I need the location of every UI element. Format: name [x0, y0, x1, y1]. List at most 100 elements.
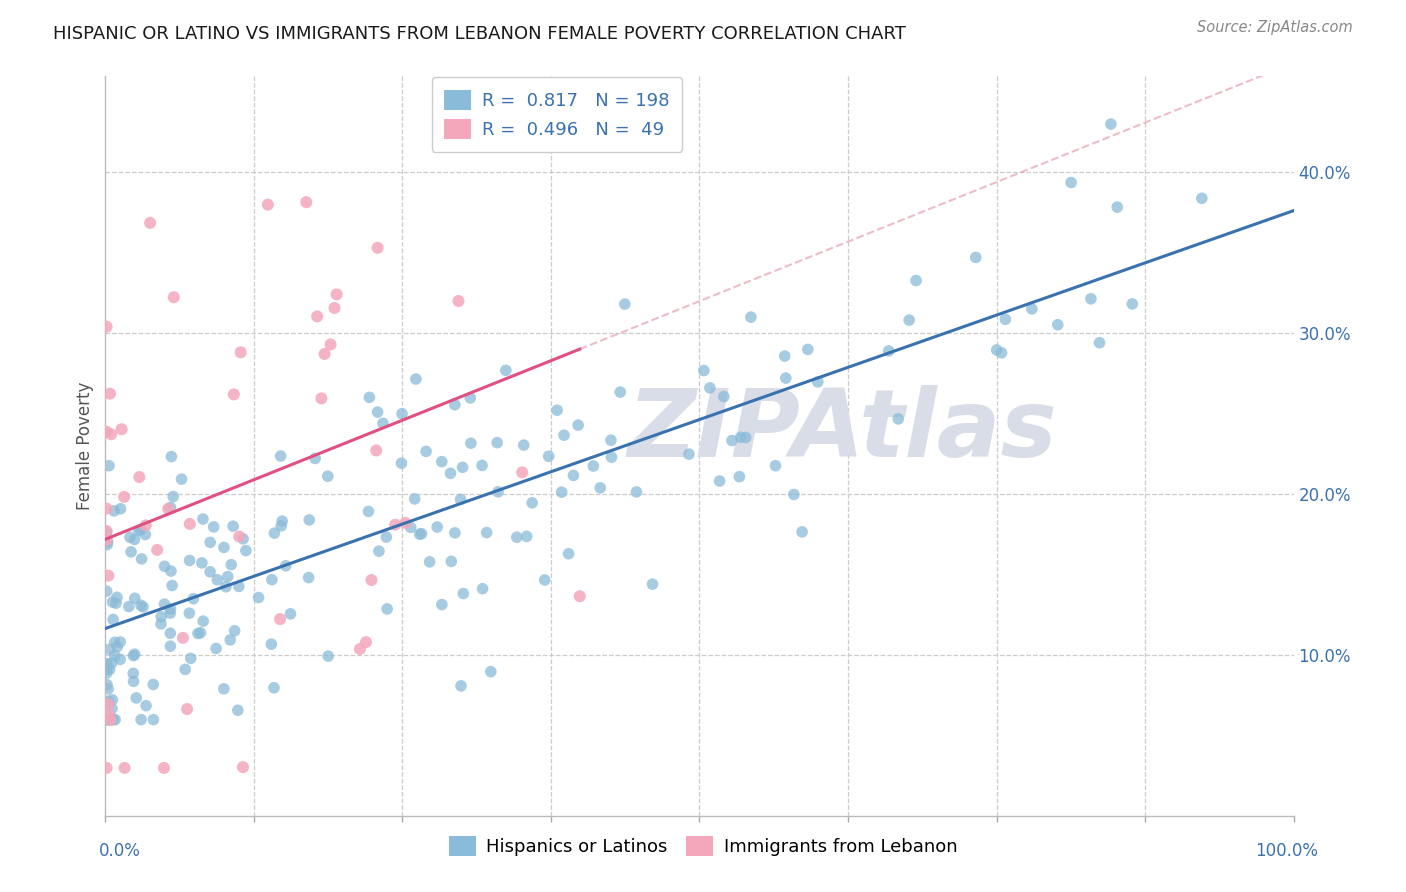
Point: [450, 492, 472, 507]
Point: [96, 533, 118, 547]
Point: [512, 438, 534, 452]
Point: [105, 640, 128, 654]
Point: [98, 386, 121, 401]
Point: [124, 647, 146, 661]
Point: [319, 337, 342, 351]
Point: [170, 472, 193, 486]
Point: [699, 381, 721, 395]
Point: [740, 310, 762, 325]
Point: [229, 345, 252, 359]
Point: [172, 631, 194, 645]
Point: [391, 456, 413, 470]
Legend: R =  0.817   N = 198, R =  0.496   N =  49: R = 0.817 N = 198, R = 0.496 N = 49: [432, 78, 682, 152]
Point: [131, 552, 153, 566]
Point: [367, 241, 389, 255]
Point: [260, 573, 283, 587]
Point: [495, 363, 517, 377]
Point: [384, 517, 406, 532]
Point: [157, 501, 180, 516]
Point: [132, 599, 155, 614]
Point: [96, 678, 118, 692]
Point: [135, 698, 157, 713]
Point: [101, 612, 124, 626]
Point: [97, 698, 120, 712]
Point: [205, 641, 228, 656]
Point: [325, 287, 347, 301]
Point: [568, 589, 591, 603]
Point: [226, 703, 249, 717]
Point: [1099, 117, 1122, 131]
Point: [105, 596, 128, 610]
Point: [122, 674, 145, 689]
Point: [506, 530, 529, 544]
Point: [399, 520, 422, 534]
Point: [877, 343, 900, 358]
Point: [135, 518, 157, 533]
Point: [110, 652, 132, 666]
Point: [160, 450, 183, 464]
Point: [394, 516, 416, 530]
Point: [1107, 200, 1129, 214]
Point: [444, 525, 467, 540]
Point: [693, 363, 716, 377]
Point: [486, 484, 509, 499]
Point: [202, 520, 225, 534]
Point: [97, 534, 120, 549]
Point: [179, 553, 201, 567]
Point: [641, 577, 664, 591]
Point: [557, 547, 579, 561]
Point: [96, 425, 118, 439]
Point: [486, 435, 509, 450]
Point: [247, 591, 270, 605]
Point: [128, 524, 150, 538]
Point: [217, 569, 239, 583]
Point: [139, 216, 162, 230]
Point: [215, 580, 238, 594]
Point: [562, 468, 585, 483]
Point: [451, 460, 474, 475]
Point: [678, 447, 700, 461]
Point: [1046, 318, 1069, 332]
Point: [613, 297, 636, 311]
Point: [271, 514, 294, 528]
Point: [191, 556, 214, 570]
Point: [96, 584, 118, 599]
Point: [228, 579, 250, 593]
Point: [198, 535, 221, 549]
Point: [450, 679, 472, 693]
Point: [96, 663, 118, 677]
Point: [222, 519, 245, 533]
Point: [112, 490, 135, 504]
Point: [375, 602, 398, 616]
Text: 100.0%: 100.0%: [1256, 842, 1317, 860]
Point: [316, 649, 339, 664]
Point: [149, 617, 172, 632]
Point: [479, 665, 502, 679]
Point: [460, 436, 482, 450]
Point: [304, 451, 326, 466]
Text: Source: ZipAtlas.com: Source: ZipAtlas.com: [1197, 20, 1353, 35]
Point: [153, 761, 176, 775]
Point: [219, 558, 242, 572]
Point: [232, 532, 254, 546]
Point: [134, 527, 156, 541]
Point: [96, 657, 118, 671]
Point: [96, 657, 118, 672]
Point: [114, 761, 136, 775]
Point: [537, 450, 560, 464]
Point: [349, 642, 371, 657]
Point: [458, 391, 481, 405]
Point: [730, 430, 752, 444]
Point: [600, 450, 623, 465]
Point: [153, 559, 176, 574]
Point: [96, 501, 118, 516]
Point: [159, 602, 181, 616]
Point: [1191, 191, 1213, 205]
Point: [179, 516, 201, 531]
Point: [110, 635, 132, 649]
Point: [426, 520, 449, 534]
Point: [589, 481, 612, 495]
Point: [122, 648, 145, 663]
Point: [359, 390, 381, 404]
Point: [430, 455, 453, 469]
